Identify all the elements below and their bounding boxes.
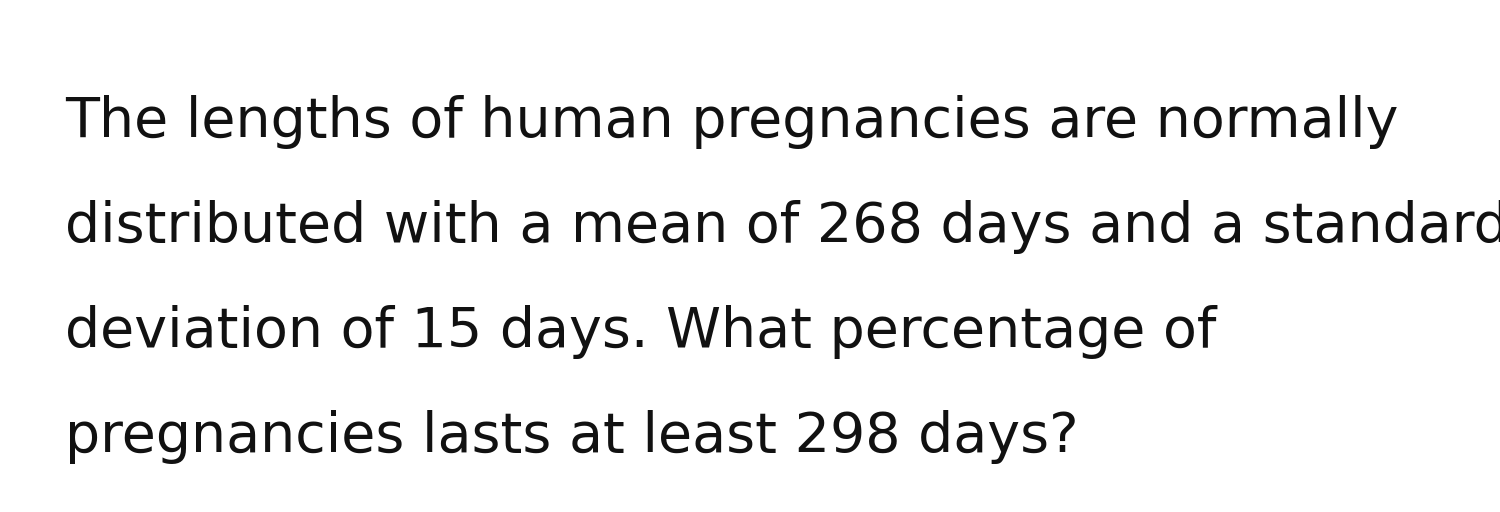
Text: distributed with a mean of 268 days and a standard: distributed with a mean of 268 days and … — [64, 200, 1500, 254]
Text: pregnancies lasts at least 298 days?: pregnancies lasts at least 298 days? — [64, 410, 1078, 464]
Text: deviation of 15 days. What percentage of: deviation of 15 days. What percentage of — [64, 305, 1216, 359]
Text: The lengths of human pregnancies are normally: The lengths of human pregnancies are nor… — [64, 95, 1398, 149]
